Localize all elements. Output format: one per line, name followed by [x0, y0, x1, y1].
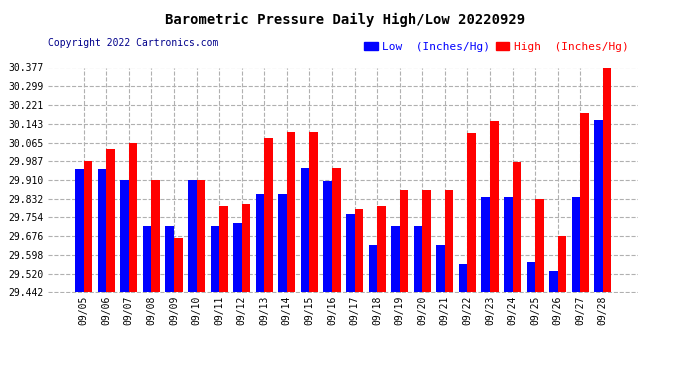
Bar — [120, 180, 129, 292]
Bar — [151, 180, 160, 292]
Bar — [332, 168, 341, 292]
Bar — [513, 162, 521, 292]
Bar — [558, 236, 566, 292]
Bar — [287, 132, 295, 292]
Bar — [490, 121, 499, 292]
Bar — [355, 209, 363, 292]
Bar — [572, 197, 580, 292]
Bar — [400, 189, 408, 292]
Bar — [467, 133, 476, 292]
Bar — [83, 161, 92, 292]
Bar — [324, 181, 332, 292]
Bar — [526, 262, 535, 292]
Bar — [98, 169, 106, 292]
Legend: Low  (Inches/Hg), High  (Inches/Hg): Low (Inches/Hg), High (Inches/Hg) — [360, 38, 633, 56]
Bar — [264, 138, 273, 292]
Bar — [580, 113, 589, 292]
Bar — [414, 226, 422, 292]
Bar — [549, 272, 558, 292]
Bar — [309, 132, 318, 292]
Text: Copyright 2022 Cartronics.com: Copyright 2022 Cartronics.com — [48, 38, 219, 48]
Bar — [535, 199, 544, 292]
Bar — [143, 226, 151, 292]
Bar — [445, 189, 453, 292]
Bar — [278, 194, 287, 292]
Bar — [594, 120, 603, 292]
Bar — [106, 149, 115, 292]
Bar — [75, 169, 83, 292]
Bar — [459, 264, 467, 292]
Bar — [256, 194, 264, 292]
Bar — [233, 223, 242, 292]
Bar — [219, 206, 228, 292]
Bar — [129, 143, 137, 292]
Bar — [197, 180, 205, 292]
Bar — [504, 197, 513, 292]
Bar — [436, 245, 445, 292]
Bar — [174, 238, 183, 292]
Bar — [422, 189, 431, 292]
Bar — [166, 226, 174, 292]
Bar — [210, 226, 219, 292]
Bar — [377, 206, 386, 292]
Bar — [346, 214, 355, 292]
Bar — [241, 204, 250, 292]
Bar — [603, 68, 611, 292]
Bar — [368, 245, 377, 292]
Bar — [301, 168, 309, 292]
Bar — [188, 180, 197, 292]
Bar — [482, 197, 490, 292]
Bar — [391, 226, 400, 292]
Text: Barometric Pressure Daily High/Low 20220929: Barometric Pressure Daily High/Low 20220… — [165, 13, 525, 27]
